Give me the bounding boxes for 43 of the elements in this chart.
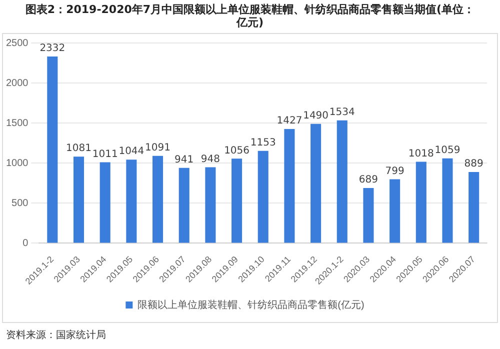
bar bbox=[468, 172, 480, 243]
bar bbox=[442, 158, 453, 243]
bar bbox=[100, 162, 110, 243]
data-label: 1490 bbox=[303, 110, 329, 122]
data-label: 1081 bbox=[66, 143, 92, 154]
data-label: 1427 bbox=[276, 116, 302, 127]
bar bbox=[178, 168, 190, 243]
y-tick-label: 0 bbox=[22, 238, 29, 249]
data-label: 1059 bbox=[434, 145, 460, 156]
bar bbox=[232, 158, 242, 243]
text: 资料来源：国家统计局 bbox=[5, 328, 107, 343]
legend-label: 限额以上单位服装鞋帽、针纺织品商品零售额(亿元) bbox=[138, 298, 364, 311]
bar bbox=[363, 188, 374, 243]
chart-title: 图表2：2019-2020年7月中国限额以上单位服装鞋帽、针纺织品商品零售额当期值(单位：亿元) bbox=[24, 2, 476, 31]
data-label: 948 bbox=[200, 154, 220, 165]
bar bbox=[152, 156, 164, 243]
data-label: 1534 bbox=[329, 106, 355, 118]
bar bbox=[73, 156, 84, 243]
bar bbox=[126, 160, 137, 243]
data-label: 1153 bbox=[250, 137, 276, 148]
data-label: 1091 bbox=[145, 142, 170, 154]
bar bbox=[205, 167, 216, 243]
bar bbox=[390, 179, 400, 243]
y-tick-label: 2000 bbox=[6, 78, 29, 89]
bar bbox=[310, 124, 322, 243]
data-label: 2332 bbox=[40, 43, 66, 54]
data-label: 689 bbox=[358, 174, 378, 186]
y-tick-label: 1000 bbox=[6, 158, 29, 169]
data-label: 1056 bbox=[224, 145, 250, 156]
data-label: 1018 bbox=[408, 148, 434, 160]
y-tick-label: 500 bbox=[12, 198, 29, 209]
bar bbox=[336, 120, 348, 243]
bar bbox=[47, 56, 58, 243]
bar bbox=[258, 150, 268, 243]
bar bbox=[416, 162, 426, 243]
bar bbox=[284, 128, 295, 243]
data-label: 799 bbox=[385, 166, 404, 177]
data-label: 889 bbox=[464, 158, 484, 170]
data-label: 1011 bbox=[92, 148, 118, 160]
data-label: 941 bbox=[174, 154, 194, 166]
y-tick-label: 2500 bbox=[6, 38, 29, 49]
y-tick-label: 1500 bbox=[6, 118, 29, 129]
data-label: 1044 bbox=[118, 146, 144, 158]
